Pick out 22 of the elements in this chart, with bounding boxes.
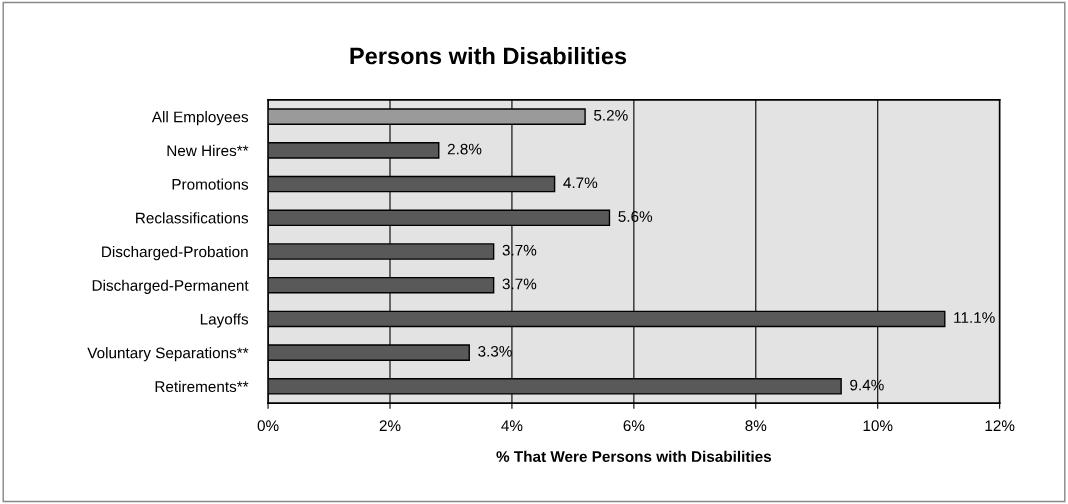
x-tick-label: 8% (745, 420, 767, 432)
data-label: 11.1% (954, 312, 995, 323)
y-tick-label: Discharged-Probation (102, 245, 248, 261)
y-tick-label: Retirements** (155, 380, 249, 393)
y-tick-label: Discharged-Permanent (92, 279, 249, 294)
x-tick-label: 10% (863, 420, 893, 432)
data-label: 5.2% (594, 109, 628, 121)
x-tick-label: 12% (985, 420, 1015, 432)
x-tick-label: 4% (501, 420, 523, 432)
data-label: 4.7% (563, 177, 598, 189)
x-tick-label: 2% (379, 420, 401, 432)
y-tick-label: Layoffs (200, 313, 249, 328)
x-tick-label: 6% (623, 420, 645, 432)
data-label: 2.8% (447, 143, 482, 155)
y-tick-label: New Hires** (167, 144, 249, 157)
y-tick-label: Voluntary Separations** (87, 347, 249, 362)
y-tick-label: Promotions (172, 178, 249, 190)
chart-title: Persons with Disabilities (350, 47, 627, 65)
x-tick-label: 0% (257, 420, 279, 432)
x-axis-title: % That Were Persons with Disabilities (496, 450, 772, 462)
y-tick-label: Reclassifications (136, 212, 249, 224)
y-tick-label: All Employees (151, 111, 249, 126)
